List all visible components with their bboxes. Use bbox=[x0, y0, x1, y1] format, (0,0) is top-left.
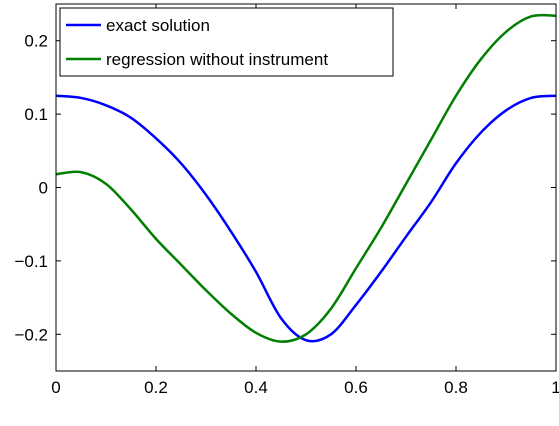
x-tick-label: 1 bbox=[551, 378, 559, 397]
legend-box bbox=[59, 7, 394, 77]
x-tick-label: 0.6 bbox=[344, 378, 368, 397]
y-tick-label: −0.2 bbox=[14, 325, 48, 344]
plot-frame bbox=[55, 3, 557, 372]
x-tick-label: 0 bbox=[51, 378, 60, 397]
legend-label-exact-solution: exact solution bbox=[106, 16, 210, 35]
series-line-regression-without-instrument bbox=[55, 13, 557, 343]
x-tick-label: 0.4 bbox=[244, 378, 268, 397]
y-tick-label: 0.1 bbox=[24, 105, 48, 124]
series-layer bbox=[55, 13, 557, 343]
series-line-exact-solution bbox=[55, 94, 557, 343]
x-tick-label: 0.8 bbox=[444, 378, 468, 397]
y-tick-label: 0.2 bbox=[24, 32, 48, 51]
legend: exact solution regression without instru… bbox=[59, 7, 394, 77]
y-tick-label: −0.1 bbox=[14, 252, 48, 271]
y-tick-label: 0 bbox=[39, 179, 48, 198]
x-tick-label: 0.2 bbox=[144, 378, 168, 397]
legend-label-regression: regression without instrument bbox=[106, 50, 328, 69]
